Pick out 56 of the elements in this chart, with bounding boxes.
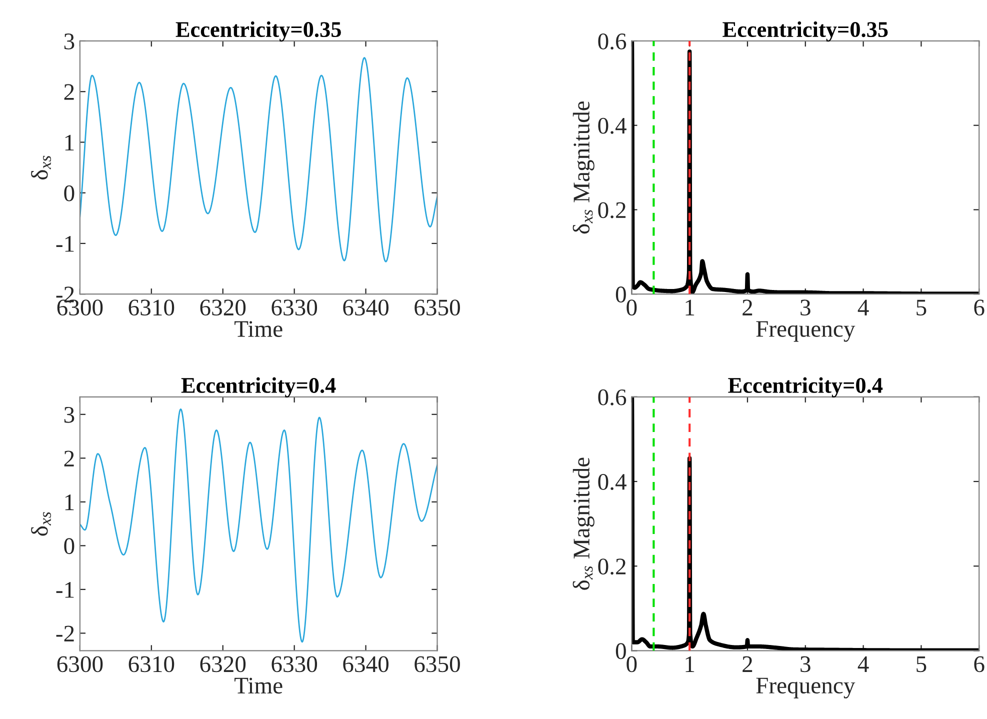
x-tick-label: 4 [858,300,869,316]
y-tick-label: 0 [64,538,74,554]
y-axis-title: δ$_{xs}$ Magnitude [572,101,594,234]
x-axis-title: Frequency [756,321,856,342]
x-tick-label: 0 [626,656,637,672]
x-tick-label: 0 [626,300,637,316]
x-tick-label: 6310 [128,656,174,672]
y-axis-title: δ$_{xs}$ [31,512,51,536]
x-tick-label: 6350 [414,300,460,316]
y-tick-label: 2 [64,450,74,466]
y-tick-label: 0.2 [598,202,626,218]
chart-title: Eccentricity=0.35 [722,21,888,42]
x-tick-label: 6 [974,656,984,672]
chart-title: Eccentricity=0.4 [181,377,336,398]
x-tick-label: 2 [742,300,752,316]
x-tick-label: 6340 [343,300,388,316]
y-tick-label: 0.4 [598,474,626,490]
x-tick-label: 4 [858,656,869,672]
x-tick-label: 6320 [200,656,246,672]
y-tick-label: 3 [64,406,74,423]
x-tick-label: 2 [742,656,752,672]
x-tick-label: 1 [686,656,694,672]
x-tick-label: 6300 [57,656,103,672]
x-tick-label: 6330 [272,300,318,316]
x-axis-title: Time [234,678,282,694]
chart-title: Eccentricity=0.35 [176,21,341,42]
y-axis-title: δ$_{xs}$ Magnitude [572,458,594,590]
x-tick-label: 6350 [414,656,460,672]
x-tick-label: 5 [916,300,926,316]
x-axis-title: Frequency [756,678,856,698]
y-tick-label: 1 [65,494,74,510]
x-tick-label: 6310 [128,300,174,316]
y-tick-label: 3 [64,34,74,50]
y-tick-label: 0 [64,185,74,202]
chart-title: Eccentricity=0.4 [728,377,883,398]
y-tick-label: 2 [64,84,74,100]
x-tick-label: 1 [686,300,694,316]
x-tick-label: 6330 [272,656,318,672]
y-tick-label: 1 [65,134,74,150]
x-tick-label: 3 [800,300,810,316]
x-tick-label: 6320 [200,300,246,316]
y-tick-label: -1 [56,236,74,252]
y-axis-title: δ$_{xs}$ [31,156,51,180]
y-tick-label: 0.6 [598,33,626,50]
y-tick-label: -1 [56,582,74,598]
x-tick-label: 5 [916,656,926,672]
x-axis-title: Time [234,321,282,337]
y-tick-label: 0.6 [598,389,626,406]
y-tick-label: -2 [56,626,74,642]
y-tick-label: 0.4 [598,118,626,134]
y-tick-label: 0 [616,643,626,660]
x-tick-label: 6 [974,300,984,316]
y-tick-label: 0.2 [598,558,626,575]
x-tick-label: 3 [800,656,810,672]
x-tick-label: 6340 [343,656,388,672]
y-tick-label: 0 [616,286,626,302]
